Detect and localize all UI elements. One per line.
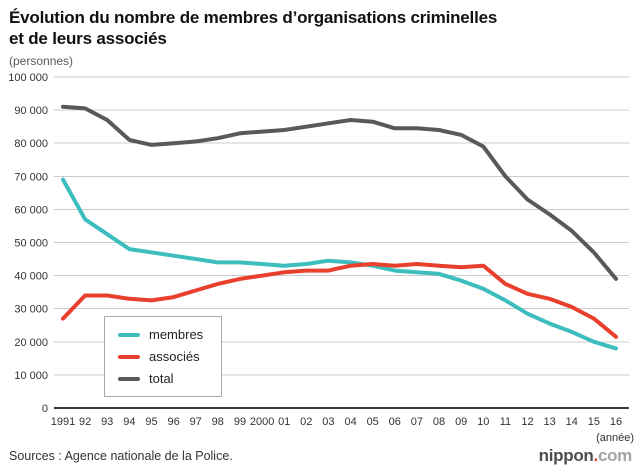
x-axis-unit-label: (année) xyxy=(596,432,634,444)
legend-swatch-associes xyxy=(118,354,140,359)
y-tick-label: 0 xyxy=(42,403,48,415)
x-tick-label: 12 xyxy=(521,416,533,428)
series-line-total xyxy=(61,104,618,281)
legend-label-associes: associés xyxy=(149,349,200,364)
chart-title-line2: et de leurs associés xyxy=(9,29,167,48)
logo-tld: com xyxy=(597,445,632,465)
chart-area: 0 10 000 20 000 30 000 40 000 50 000 60 000 70 … xyxy=(0,68,640,445)
x-tick-label: 02 xyxy=(300,416,312,428)
chart-title: Évolution du nombre de membres d’organis… xyxy=(9,7,630,49)
x-tick-label: 2000 xyxy=(250,416,274,428)
x-tick-label: 92 xyxy=(79,416,91,428)
x-tick-label: 11 xyxy=(500,416,511,428)
x-tick-label: 01 xyxy=(278,416,290,428)
x-tick-label: 16 xyxy=(610,416,622,428)
y-tick-label: 60 000 xyxy=(14,204,48,216)
x-tick-label: 13 xyxy=(543,416,555,428)
legend-item-total: total xyxy=(118,371,203,386)
x-tick-label: 94 xyxy=(123,416,135,428)
chart-title-line1: Évolution du nombre de membres d’organis… xyxy=(9,8,498,27)
x-tick-label: 09 xyxy=(455,416,467,428)
legend-label-membres: membres xyxy=(149,327,204,342)
x-tick-label: 93 xyxy=(101,416,113,428)
legend: membres associés total xyxy=(104,316,223,397)
y-tick-label: 90 000 xyxy=(14,105,48,117)
logo-name: nippon xyxy=(538,445,594,465)
y-tick-label: 70 000 xyxy=(14,171,48,183)
line-chart-svg: 0 10 000 20 000 30 000 40 000 50 000 60 000 70 … xyxy=(8,72,634,444)
x-tick-label: 05 xyxy=(367,416,379,428)
series-line-associes xyxy=(61,262,618,339)
x-tick-label: 14 xyxy=(566,416,578,428)
y-tick-label: 80 000 xyxy=(14,138,48,150)
legend-swatch-total xyxy=(118,376,140,381)
y-tick-label: 10 000 xyxy=(14,370,48,382)
x-tick-label: 04 xyxy=(344,416,356,428)
x-tick-label: 97 xyxy=(190,416,202,428)
chart-header: Évolution du nombre de membres d’organis… xyxy=(0,0,640,68)
x-tick-label: 10 xyxy=(477,416,489,428)
x-tick-label: 03 xyxy=(322,416,334,428)
x-tick-label: 96 xyxy=(167,416,179,428)
legend-item-membres: membres xyxy=(118,327,203,342)
series-line-membres xyxy=(61,177,618,351)
x-tick-label: 95 xyxy=(145,416,157,428)
y-tick-label: 30 000 xyxy=(14,304,48,316)
x-tick-label: 08 xyxy=(433,416,445,428)
x-tick-label: 07 xyxy=(411,416,423,428)
x-tick-label: 99 xyxy=(234,416,246,428)
x-tick-label: 06 xyxy=(389,416,401,428)
y-tick-label: 100 000 xyxy=(8,72,48,84)
y-axis-unit-label: (personnes) xyxy=(9,54,74,68)
logo-dot: . xyxy=(593,445,599,465)
legend-swatch-membres xyxy=(118,332,140,337)
y-tick-label: 40 000 xyxy=(14,271,48,283)
y-tick-label: 50 000 xyxy=(14,238,48,250)
source-note: Sources : Agence nationale de la Police. xyxy=(9,448,233,463)
y-tick-label: 20 000 xyxy=(14,337,48,349)
chart-footer: Sources : Agence nationale de la Police.… xyxy=(0,445,640,472)
legend-label-total: total xyxy=(149,371,174,386)
x-tick-label: 15 xyxy=(588,416,600,428)
legend-item-associes: associés xyxy=(118,349,203,364)
x-tick-label: 1991 xyxy=(51,416,75,428)
nippon-logo: nippon.com xyxy=(538,445,633,466)
x-tick-label: 98 xyxy=(212,416,224,428)
